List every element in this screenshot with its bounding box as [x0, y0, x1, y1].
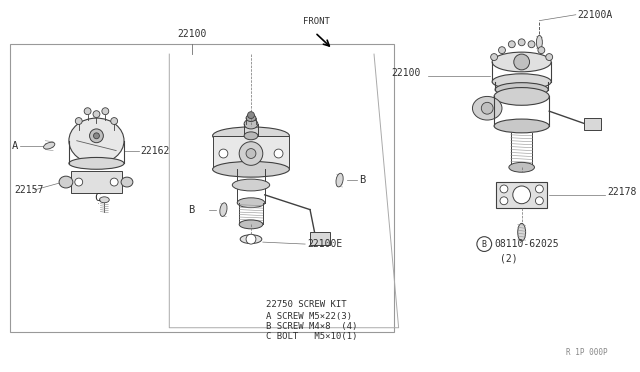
Ellipse shape [336, 173, 343, 187]
Bar [584, 118, 602, 130]
Text: 22100E: 22100E [307, 239, 342, 249]
Ellipse shape [495, 83, 548, 96]
Text: 08110-62025: 08110-62025 [494, 239, 559, 249]
Circle shape [514, 54, 529, 70]
Bar [10, 44, 394, 332]
Circle shape [110, 178, 118, 186]
Text: 22178: 22178 [607, 187, 637, 197]
Bar [496, 182, 547, 208]
Circle shape [518, 39, 525, 46]
Text: A: A [12, 141, 18, 151]
Circle shape [477, 237, 492, 251]
Ellipse shape [494, 119, 549, 133]
Text: 22157: 22157 [15, 185, 44, 195]
Text: 22100: 22100 [392, 68, 421, 78]
Circle shape [246, 234, 256, 244]
Ellipse shape [244, 132, 258, 140]
Circle shape [75, 178, 83, 186]
Circle shape [90, 129, 103, 143]
Bar [212, 136, 289, 169]
Circle shape [274, 149, 283, 158]
Text: B: B [188, 205, 194, 215]
Circle shape [246, 148, 256, 158]
Ellipse shape [69, 118, 124, 163]
Text: (2): (2) [500, 254, 518, 264]
Ellipse shape [220, 203, 227, 217]
Text: C BOLT   M5×10(1): C BOLT M5×10(1) [266, 332, 357, 341]
Bar [71, 171, 122, 193]
Circle shape [111, 118, 118, 125]
Ellipse shape [99, 197, 109, 203]
Ellipse shape [536, 35, 542, 49]
Ellipse shape [240, 235, 262, 244]
Circle shape [219, 149, 228, 158]
Circle shape [93, 133, 99, 139]
Bar [310, 232, 330, 245]
Bar [67, 163, 126, 203]
Ellipse shape [232, 179, 269, 191]
Ellipse shape [492, 52, 551, 72]
Text: B: B [359, 175, 365, 185]
Circle shape [528, 41, 535, 48]
Text: 22162: 22162 [141, 145, 170, 155]
Ellipse shape [246, 115, 256, 122]
Ellipse shape [121, 177, 133, 187]
Circle shape [93, 111, 100, 118]
Text: 22100: 22100 [177, 29, 207, 39]
Ellipse shape [494, 87, 549, 105]
Circle shape [536, 197, 543, 205]
Text: FRONT: FRONT [303, 17, 330, 26]
Text: C: C [95, 193, 100, 203]
Circle shape [499, 47, 506, 54]
Ellipse shape [244, 119, 258, 129]
Ellipse shape [44, 142, 55, 149]
Ellipse shape [212, 127, 289, 145]
Ellipse shape [237, 198, 265, 208]
Text: R 1P 000P: R 1P 000P [566, 348, 607, 357]
Circle shape [491, 54, 497, 61]
Circle shape [538, 47, 545, 54]
Circle shape [546, 54, 553, 61]
Text: B: B [482, 240, 487, 248]
Circle shape [508, 41, 515, 48]
Ellipse shape [212, 161, 289, 177]
Ellipse shape [509, 162, 534, 172]
Circle shape [500, 185, 508, 193]
Ellipse shape [239, 220, 263, 229]
Ellipse shape [472, 96, 502, 120]
Ellipse shape [69, 157, 124, 169]
Circle shape [481, 102, 493, 114]
Circle shape [239, 142, 263, 165]
Text: B SCREW M4×8  (4): B SCREW M4×8 (4) [266, 322, 357, 331]
Text: A SCREW M5×22(3): A SCREW M5×22(3) [266, 312, 352, 321]
Circle shape [76, 118, 82, 125]
Circle shape [248, 112, 255, 119]
Circle shape [84, 108, 91, 115]
Ellipse shape [59, 176, 73, 188]
Circle shape [500, 197, 508, 205]
Circle shape [102, 108, 109, 115]
Text: 22750 SCREW KIT: 22750 SCREW KIT [266, 300, 346, 309]
Circle shape [513, 186, 531, 204]
Ellipse shape [518, 224, 525, 241]
Circle shape [536, 185, 543, 193]
Ellipse shape [492, 74, 551, 90]
Text: 22100A: 22100A [578, 10, 613, 20]
